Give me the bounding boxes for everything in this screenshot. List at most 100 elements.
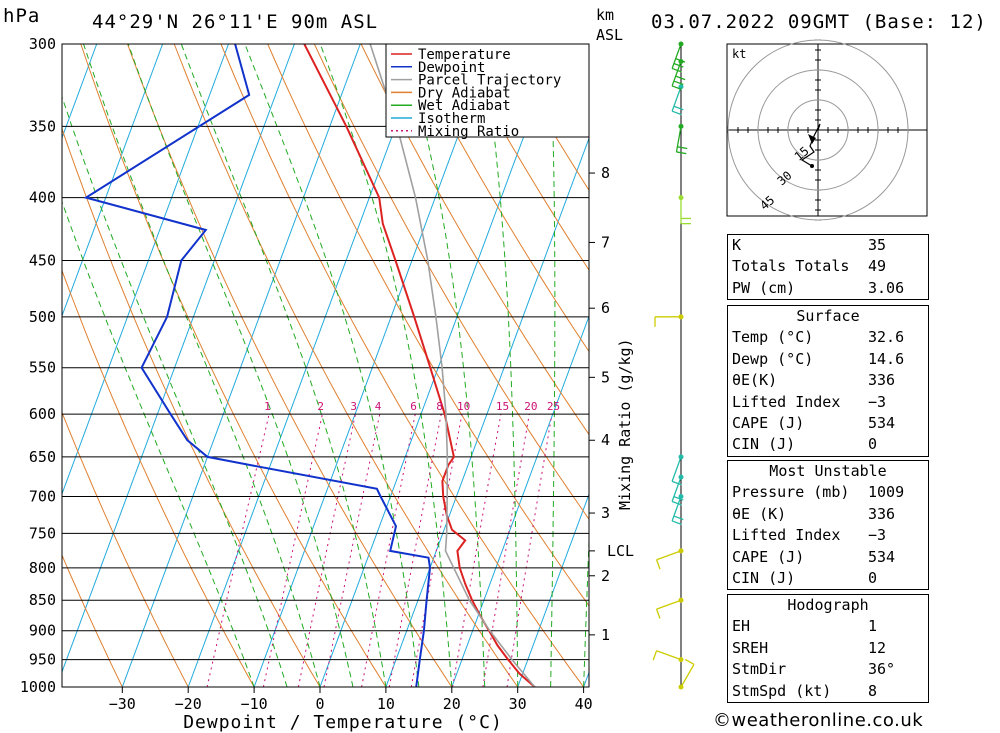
table-row: CAPE (J) 534 [728, 413, 928, 434]
lcl-label: LCL [607, 542, 634, 560]
height-tick-label: 6 [601, 299, 610, 317]
wind-barbs [652, 41, 695, 690]
wind-barb-flag [671, 480, 682, 486]
height-tick-label: 3 [601, 504, 610, 522]
isotherm-line [253, 44, 493, 687]
index-value: −3 [868, 526, 887, 545]
index-value: 1 [868, 617, 878, 636]
pressure-tick-label: 900 [29, 622, 56, 640]
dry-adiabat-line [62, 553, 123, 687]
wind-barb-flag [685, 658, 695, 666]
wind-barb-dot [678, 314, 684, 320]
wind-barb-flag [671, 110, 682, 116]
legend-entry: Dry Adiabat [418, 85, 511, 101]
dry-adiabat-line [407, 44, 589, 353]
table-row: Dewp (°C) 14.6 [728, 349, 928, 370]
series-dewpoint [83, 44, 432, 687]
mixing-ratio-line [361, 414, 416, 687]
table-row: CAPE (J) 534 [728, 547, 928, 568]
temperature-tick-label: 0 [315, 695, 324, 713]
table-row: CIN (J) 0 [728, 568, 928, 589]
legend-entry: Wet Adiabat [418, 98, 511, 114]
pressure-tick-label: 800 [29, 559, 56, 577]
wind-barb-dot [678, 548, 684, 554]
hodograph-arrow [808, 134, 816, 144]
mixing-ratio-label: 1 [264, 400, 271, 413]
wind-barb-flag [673, 105, 684, 111]
index-value: 32.6 [868, 328, 905, 347]
index-name: θE (K) [732, 504, 787, 523]
wind-barb-flag [676, 151, 687, 155]
wind-barb-flag [673, 515, 684, 521]
index-name: Totals Totals [732, 257, 850, 276]
wind-barb-flag [673, 496, 684, 501]
index-name: CAPE (J) [732, 413, 805, 432]
pressure-tick-label: 550 [29, 359, 56, 377]
table-row: K 35 [728, 235, 928, 256]
index-value: 534 [868, 413, 896, 432]
height-tick-label: 5 [601, 368, 610, 386]
mixing-ratio-label: 3 [350, 400, 357, 413]
legend-entry: Parcel Trajectory [418, 73, 561, 89]
index-name: StmSpd (kt) [732, 681, 832, 700]
table-section-title: Most Unstable [769, 462, 887, 480]
wind-barb-flag [671, 520, 682, 525]
height-tick-label: 7 [601, 233, 610, 251]
isotherm-line [62, 44, 164, 318]
wind-barb-staff [680, 664, 695, 688]
wind-barb-flag [671, 85, 682, 90]
mixing-ratio-label: 10 [457, 400, 470, 413]
wind-barb-dot [678, 41, 684, 47]
index-value: 336 [868, 504, 896, 523]
wind-barb-flag [675, 75, 686, 81]
table-row: StmDir 36° [728, 659, 928, 680]
most-unstable-table: Most Unstable Pressure (mb) 1009 θE (K) 336 L… [727, 460, 929, 591]
index-value: 49 [868, 257, 887, 276]
wind-barb-dot [678, 684, 684, 690]
axes: 1 2 3 4 6 8 10 15 20 2530035040045050055060065070… [20, 35, 634, 733]
temperature-tick-label: −20 [175, 695, 202, 713]
mixing-ratio-label: 6 [410, 400, 417, 413]
series-parcel-trajectory [369, 44, 536, 687]
index-name: Lifted Index [732, 526, 841, 545]
index-name: CAPE (J) [732, 547, 805, 566]
legend-entry: Temperature [418, 47, 511, 63]
isotherm-line [517, 492, 589, 687]
wind-barb-staff [671, 456, 682, 482]
pressure-tick-label: 700 [29, 488, 56, 506]
wind-barb-staff [675, 126, 682, 153]
mixing-ratio-label: 4 [375, 400, 382, 413]
wind-barb-dot [678, 657, 684, 663]
wet-adiabat-line [127, 44, 354, 687]
dry-adiabat-line [360, 44, 589, 436]
hodograph-storm-point [810, 164, 814, 168]
index-name: EH [732, 617, 751, 636]
mixing-ratio-line [388, 414, 442, 687]
height-tick-label: 4 [601, 431, 610, 449]
index-value: 1009 [868, 483, 905, 502]
wind-barb-staff [671, 86, 682, 112]
index-name: θE(K) [732, 371, 778, 390]
pressure-tick-label: 850 [29, 591, 56, 609]
height-tick-label: 8 [601, 164, 610, 182]
wind-barb-dot [678, 123, 684, 129]
wind-barb-staff [656, 550, 682, 561]
hodograph-table: Hodograph EH 1 SREH 12 StmDir 36° StmSpd (kt) 8 [727, 594, 929, 703]
index-name: SREH [732, 638, 769, 657]
height-unit-label: km [596, 6, 614, 24]
isotherm-line [451, 314, 589, 687]
mixing-ratio-label: 2 [317, 400, 324, 413]
table-row: Pressure (mb) 1009 [728, 482, 928, 503]
index-value: 0 [868, 568, 878, 587]
hodograph-ring [787, 99, 849, 161]
index-name: Lifted Index [732, 392, 841, 411]
wet-adiabat-line [549, 44, 556, 687]
mixing-ratio-label: 25 [547, 400, 560, 413]
temperature-tick-label: −30 [109, 695, 136, 713]
profile-lines [83, 44, 536, 687]
mixing-ratio-line [323, 414, 381, 687]
pressure-tick-label: 500 [29, 308, 56, 326]
legend-entry: Mixing Ratio [418, 124, 519, 140]
isotherm-line [319, 44, 559, 687]
